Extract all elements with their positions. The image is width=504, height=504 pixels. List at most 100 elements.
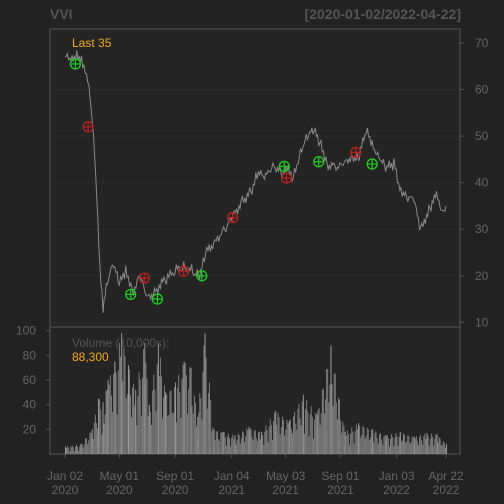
volume-bar [301,401,303,454]
volume-bar [167,415,169,454]
volume-bar [310,406,312,454]
volume-bar [422,444,424,454]
volume-bar [187,413,188,454]
volume-bar [443,442,445,454]
buy-marker [313,156,325,168]
volume-bar [192,413,194,454]
volume-bar [361,434,363,454]
volume-bar [362,425,364,454]
volume-bar [126,394,128,454]
volume-bar [216,431,218,454]
date-tick-label: Apr 22 [428,469,464,483]
volume-bar [224,437,226,454]
volume-bar [401,440,403,454]
volume-bar [352,431,354,454]
volume-bar [366,427,368,454]
volume-bar [229,438,230,454]
price-tick-label: 10 [475,315,489,329]
volume-bar [221,432,223,454]
date-tick-year: 2022 [383,483,410,497]
volume-bar [209,382,210,454]
volume-bar [441,445,443,454]
volume-bar [307,411,309,454]
volume-bar [243,432,244,454]
volume-bar [420,435,422,454]
volume-peak-bar [165,392,167,454]
volume-bar [386,435,388,454]
volume-bar [159,357,161,454]
volume-bar [360,437,362,454]
volume-peak-bar [275,410,277,454]
volume-bar [179,392,181,454]
volume-bar [273,421,274,454]
volume-peak-bar [148,404,150,454]
volume-bar [171,413,173,454]
volume-bar [286,419,288,454]
volume-bar [435,434,437,454]
volume-bar [295,423,297,454]
volume-bar [283,420,285,454]
volume-bar [230,446,232,454]
volume-bar [249,429,251,454]
price-tick-label: 50 [475,129,489,143]
price-tick-label: 60 [475,83,489,97]
volume-bar [67,446,69,454]
volume-bar [439,438,441,454]
volume-bar [219,441,221,454]
volume-bar [303,433,305,454]
volume-bar [396,436,398,454]
buy-marker [278,160,290,173]
volume-bar [407,435,409,454]
volume-bar [87,444,89,454]
volume-bar [359,425,361,454]
volume-bar [215,431,217,454]
volume-bar [104,414,106,454]
volume-bar [228,433,229,454]
volume-bar [125,398,127,454]
volume-bar [105,390,107,454]
buy-marker [151,293,164,305]
volume-bar [101,434,103,454]
volume-bar [397,445,399,454]
volume-axis: 20 40 60 80 100 [16,324,50,436]
volume-bar [79,446,81,454]
volume-bar [268,426,270,454]
volume-bar [177,387,179,454]
volume-bar [318,408,320,454]
volume-bar [336,419,338,454]
volume-bar [72,447,74,454]
signal-markers [69,58,378,305]
volume-bar [191,405,193,454]
date-tick-year: 2021 [272,483,299,497]
date-tick-year: 2020 [162,483,189,497]
price-tick-label: 20 [475,269,489,283]
volume-peak-bar [183,361,185,454]
volume-bar [220,432,222,454]
volume-bar [311,416,313,454]
volume-bar [156,363,158,454]
volume-bar [74,446,76,454]
volume-bar [309,414,311,454]
volume-bar [263,444,265,454]
volume-bar [415,436,417,454]
volume-bar [199,393,201,454]
volume-bar [343,425,345,454]
volume-bar [129,369,130,454]
date-tick-year: 2021 [218,483,245,497]
volume-bar [423,436,425,454]
volume-bar [351,427,353,454]
volume-bar [78,450,80,454]
date-tick-label: Sep 01 [321,469,359,483]
volume-bar [354,431,356,454]
volume-bar [196,426,198,454]
volume-bar [433,445,435,454]
volume-tick-label: 60 [23,373,37,387]
volume-bar [282,416,283,454]
volume-bar [176,422,178,454]
volume-bar [115,372,117,454]
volume-bar [377,443,379,454]
sell-marker [178,265,190,277]
volume-bar [158,376,160,454]
volume-bar [338,397,339,454]
